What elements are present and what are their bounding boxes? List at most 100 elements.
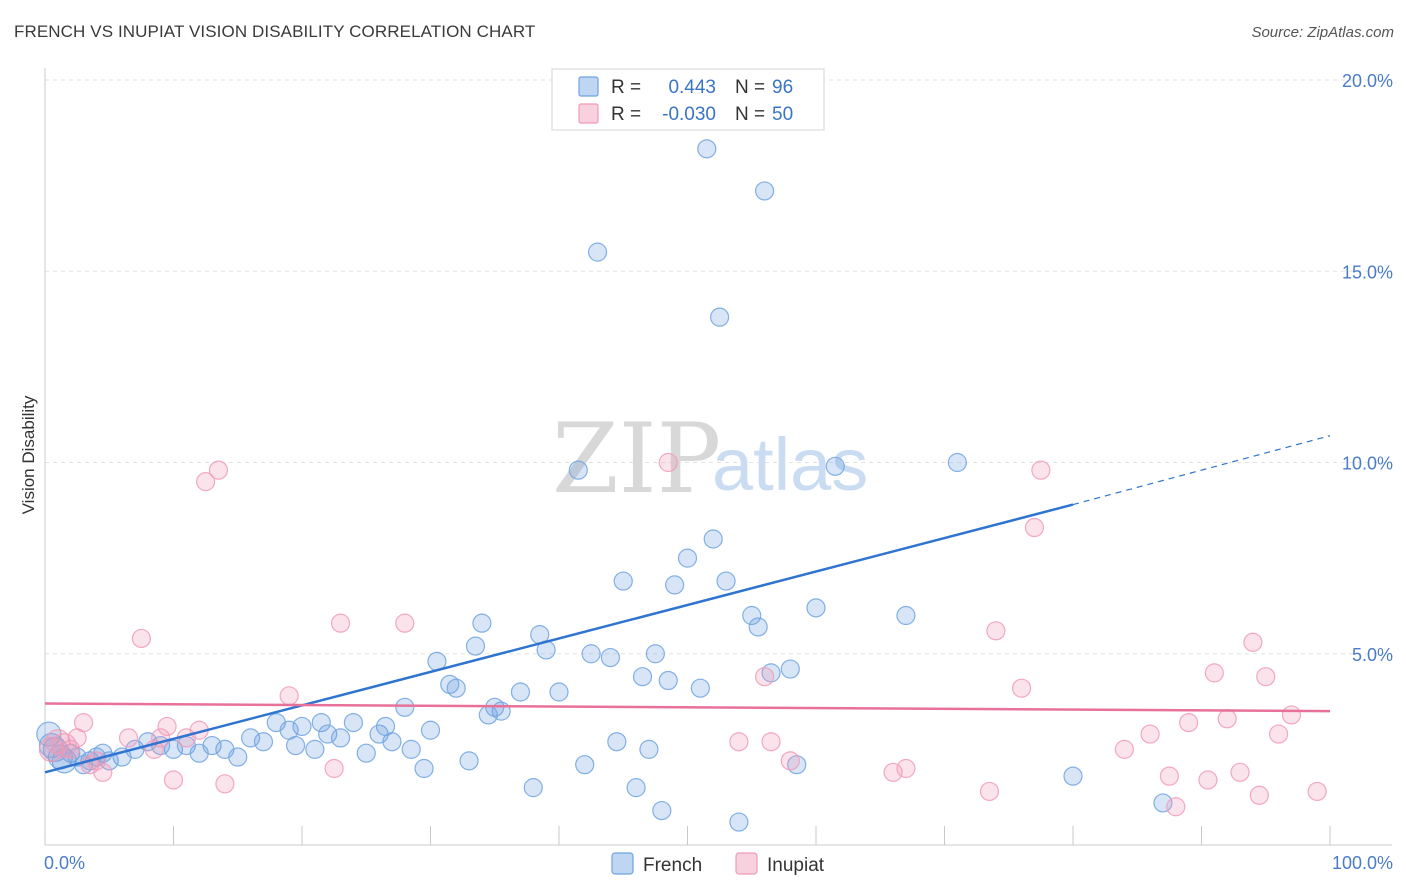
y-tick-label: 5.0% bbox=[1352, 645, 1393, 665]
data-point bbox=[677, 548, 698, 568]
series-legend-french: French bbox=[643, 855, 702, 876]
data-point bbox=[639, 739, 659, 759]
data-point bbox=[1063, 766, 1083, 786]
legend-swatch-inupiat bbox=[578, 103, 599, 124]
data-point bbox=[806, 598, 826, 618]
legend-n-label-inupiat: N = bbox=[735, 104, 765, 125]
data-point bbox=[1204, 663, 1224, 683]
data-point bbox=[414, 758, 434, 779]
data-point bbox=[600, 647, 621, 668]
legend-n-value-inupiat: 50 bbox=[772, 104, 793, 125]
data-point bbox=[196, 472, 216, 492]
data-point bbox=[1114, 739, 1135, 759]
data-point bbox=[1307, 781, 1327, 802]
data-point bbox=[131, 628, 151, 649]
data-point bbox=[330, 613, 351, 633]
inupiat-trend-line bbox=[44, 702, 1331, 713]
data-point bbox=[1031, 460, 1051, 480]
data-point bbox=[896, 758, 916, 779]
french-trend-extension bbox=[1072, 435, 1331, 506]
data-point bbox=[279, 686, 299, 706]
data-point bbox=[1153, 793, 1173, 813]
data-point bbox=[665, 575, 685, 595]
data-point bbox=[1230, 762, 1250, 782]
data-point bbox=[73, 712, 94, 733]
data-point bbox=[729, 812, 749, 832]
data-point bbox=[575, 755, 595, 775]
data-point bbox=[626, 778, 646, 798]
data-point bbox=[61, 739, 81, 759]
data-point bbox=[1159, 766, 1179, 786]
data-point bbox=[1249, 785, 1269, 805]
data-point bbox=[658, 670, 678, 691]
data-point bbox=[253, 732, 274, 752]
legend-box bbox=[551, 68, 825, 131]
data-point bbox=[703, 529, 723, 549]
data-point bbox=[510, 682, 531, 702]
chart-title: FRENCH VS INUPIAT VISION DISABILITY CORR… bbox=[14, 22, 536, 41]
legend-n-label-french: N = bbox=[735, 77, 765, 98]
data-point bbox=[587, 242, 608, 262]
data-point bbox=[472, 613, 492, 633]
data-point bbox=[202, 735, 222, 756]
data-point bbox=[1179, 712, 1199, 733]
data-point bbox=[305, 739, 325, 759]
data-point bbox=[356, 743, 376, 763]
data-point bbox=[208, 460, 229, 480]
series-legend: French Inupiat bbox=[611, 852, 825, 876]
data-point bbox=[1217, 709, 1237, 729]
legend-r-value-french: 0.443 bbox=[668, 77, 716, 98]
data-point bbox=[163, 739, 184, 759]
data-point bbox=[613, 571, 633, 591]
data-point bbox=[93, 762, 113, 782]
data-point bbox=[292, 716, 312, 737]
data-point bbox=[1281, 705, 1302, 725]
data-point bbox=[241, 728, 261, 748]
data-point bbox=[607, 732, 627, 752]
data-point bbox=[690, 678, 710, 698]
data-point bbox=[1243, 632, 1263, 652]
data-point bbox=[1140, 724, 1160, 744]
data-point bbox=[401, 739, 421, 759]
data-point bbox=[523, 778, 543, 798]
data-point bbox=[465, 636, 486, 656]
correlation-legend: R = 0.443 N = 96 R = -0.030 N = 50 bbox=[551, 68, 825, 131]
data-point bbox=[285, 735, 306, 756]
trend-lines bbox=[44, 435, 1331, 774]
data-point bbox=[215, 774, 235, 794]
y-tick-label: 10.0% bbox=[1342, 454, 1393, 474]
data-point bbox=[645, 644, 665, 664]
data-point bbox=[1268, 724, 1289, 744]
data-point bbox=[748, 617, 768, 637]
data-point bbox=[979, 781, 1000, 802]
legend-r-label-french: R = bbox=[611, 77, 641, 98]
data-point bbox=[1256, 667, 1276, 687]
french-trend-line bbox=[44, 503, 1074, 774]
data-point bbox=[883, 762, 903, 782]
data-point bbox=[343, 712, 363, 733]
data-point bbox=[632, 667, 653, 687]
data-point bbox=[1011, 678, 1032, 698]
inupiat-points bbox=[38, 452, 1327, 817]
data-point bbox=[761, 732, 781, 752]
data-point bbox=[658, 452, 678, 473]
legend-r-label-inupiat: R = bbox=[611, 104, 641, 125]
axes bbox=[44, 68, 1392, 846]
source-label: Source: ZipAtlas.com bbox=[1251, 24, 1394, 41]
data-point bbox=[118, 728, 139, 748]
x-tick-label: 100.0% bbox=[1332, 853, 1393, 873]
data-point bbox=[51, 732, 77, 759]
y-tick-label: 20.0% bbox=[1342, 71, 1393, 91]
data-point bbox=[382, 732, 402, 752]
data-point bbox=[1198, 770, 1218, 790]
series-legend-inupiat: Inupiat bbox=[767, 855, 825, 876]
series-legend-swatch-inupiat bbox=[735, 852, 758, 875]
legend-swatch-french bbox=[578, 76, 599, 97]
data-point bbox=[780, 659, 800, 679]
x-tick-labels: 0.0% 100.0% bbox=[44, 853, 1393, 873]
watermark-atlas: atlas bbox=[712, 423, 868, 506]
data-point bbox=[652, 800, 672, 821]
y-tick-labels: 5.0% 10.0% 15.0% 20.0% bbox=[1342, 71, 1393, 665]
data-point bbox=[780, 751, 800, 771]
